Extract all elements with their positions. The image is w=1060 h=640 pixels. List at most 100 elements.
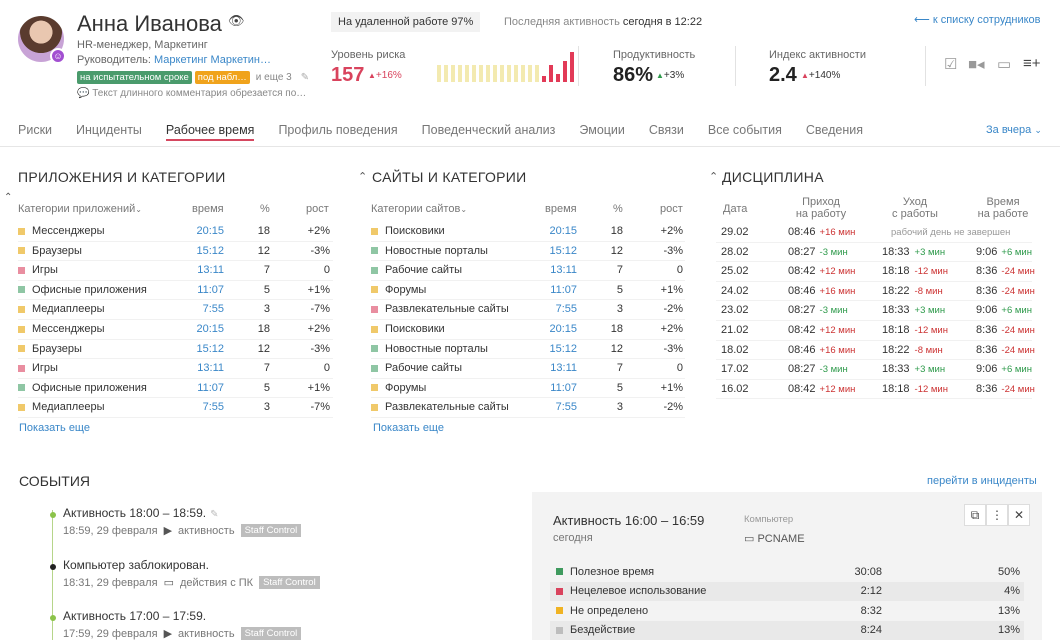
comment[interactable]: 💬 Текст длинного комментария обрезается … [77,88,306,99]
time-link[interactable]: 11:07 [550,381,577,394]
activity-index-delta-value: +140% [808,70,841,81]
table-row[interactable]: Мессенджеры 20:15 18 +2% [18,320,333,340]
edit-icon[interactable]: ✎ [210,509,219,520]
incidents-link[interactable]: перейти в инциденты [927,475,1037,487]
work-time-delta: -24 мин [1001,383,1035,395]
tab-6[interactable]: Связи [648,123,684,137]
disc-date: 16.02 [721,382,749,395]
time-link[interactable]: 11:07 [197,381,224,394]
table-row[interactable]: Игры 13:11 7 0 [18,261,333,281]
table-row[interactable]: Новостные порталы 15:12 12 -3% [371,340,685,360]
sites-col-category[interactable]: Категории сайтов⌄ [371,203,467,215]
tab-2[interactable]: Рабочее время [165,123,255,141]
event-title[interactable]: Активность 18:00 – 18:59. ✎ [63,506,218,520]
tab-7[interactable]: Все события [707,123,782,137]
sites-show-more[interactable]: Показать еще [373,422,444,434]
time-link[interactable]: 15:12 [196,342,224,355]
tab-4[interactable]: Поведенческий анализ [421,123,556,137]
percent: 12 [610,342,623,355]
collapse-icon[interactable]: ⌃ [4,192,13,203]
category-name: Мессенджеры [18,225,105,237]
category-name: Новостные порталы [371,343,488,355]
time-link[interactable]: 11:07 [197,283,224,296]
table-row[interactable]: Рабочие сайты 13:11 7 0 [371,261,685,281]
more-menu-button[interactable]: ⋮ [986,504,1008,526]
growth: +2% [660,225,683,237]
table-row[interactable]: Игры 13:11 7 0 [18,359,333,379]
table-row[interactable]: Развлекательные сайты 7:55 3 -2% [371,398,685,418]
apps-col-category[interactable]: Категории приложений⌄ [18,203,142,215]
category-name: Игры [18,362,58,374]
back-to-list-link[interactable]: ⟵ к списку сотрудников [914,13,1041,26]
time-link[interactable]: 20:15 [549,225,577,237]
close-button[interactable]: ✕ [1008,504,1030,526]
edit-icon[interactable]: ✎ [300,72,310,83]
manager-link[interactable]: Маркетинг Маркетин… [153,54,271,66]
tags-more-link[interactable]: и еще 3 [255,72,292,83]
checkbox-icon[interactable]: ☑ [944,56,958,73]
time-link[interactable]: 15:12 [549,342,577,355]
collapse-icon[interactable]: ⌃ [358,171,368,183]
table-row[interactable]: Поисковики 20:15 18 +2% [371,320,685,340]
time-link[interactable]: 15:12 [549,244,577,257]
time-link[interactable]: 20:15 [196,225,224,237]
category-color-swatch [556,568,563,576]
table-row[interactable]: Офисные приложения 11:07 5 +1% [18,379,333,399]
time-link[interactable]: 20:15 [549,323,577,335]
table-row[interactable]: Браузеры 15:12 12 -3% [18,340,333,360]
arrival-delta: +12 мин [819,266,856,278]
time-link[interactable]: 11:07 [550,283,577,296]
growth: -3% [310,342,330,355]
disc-arrival: 08:27 -3 мин [788,246,848,258]
open-external-button[interactable]: ⧉ [964,504,986,526]
table-row[interactable]: Медиаплееры 7:55 3 -7% [18,300,333,320]
breakdown-name: Нецелевое использование [570,585,707,598]
apps-show-more[interactable]: Показать еще [19,422,90,434]
table-row[interactable]: Поисковики 20:15 18 +2% [371,222,685,242]
tab-0[interactable]: Риски [18,123,53,137]
event-title[interactable]: Активность 17:00 – 17:59. [63,609,206,623]
time-link[interactable]: 7:55 [555,303,577,316]
activity-index-value: 2.4 [769,64,797,86]
employee-header: ☺ Анна Иванова 👁 HR-менеджер, Маркетинг … [0,0,1060,118]
table-row[interactable]: Развлекательные сайты 7:55 3 -2% [371,300,685,320]
collapse-icon[interactable]: ⌃ [709,171,719,183]
time-link[interactable]: 15:12 [196,244,224,257]
category-color-swatch [18,305,25,313]
time-link[interactable]: 13:11 [550,362,577,375]
table-row[interactable]: Рабочие сайты 13:11 7 0 [371,359,685,379]
table-row[interactable]: Офисные приложения 11:07 5 +1% [18,281,333,301]
breakdown-time: 2:12 [860,585,882,598]
tab-1[interactable]: Инциденты [76,123,142,137]
table-row[interactable]: Форумы 11:07 5 +1% [371,379,685,399]
departure-time: 18:18 [882,382,910,395]
tag-watch[interactable]: под набл… [194,71,250,84]
table-row[interactable]: Новостные порталы 15:12 12 -3% [371,242,685,262]
time-link[interactable]: 7:55 [202,401,224,414]
event-title[interactable]: Компьютер заблокирован. [63,558,209,572]
period-select[interactable]: За вчера ⌄ [986,124,1042,136]
disc-col-time-line1: Время [986,196,1020,208]
time-link[interactable]: 7:55 [202,303,224,316]
table-row[interactable]: Форумы 11:07 5 +1% [371,281,685,301]
time-link[interactable]: 7:55 [555,401,577,414]
table-row[interactable]: Медиаплееры 7:55 3 -7% [18,398,333,418]
time-link[interactable]: 13:11 [197,264,224,277]
tag-probation[interactable]: на испытательном сроке [77,71,192,84]
tab-3[interactable]: Профиль поведения [278,123,398,137]
percent: 3 [616,401,623,414]
time-link[interactable]: 20:15 [196,323,224,335]
monitor-icon[interactable]: ▭ [997,56,1012,73]
time-link[interactable]: 13:11 [197,362,224,375]
playlist-add-icon[interactable]: ≡+ [1023,55,1041,72]
time-link[interactable]: 13:11 [550,264,577,277]
video-icon[interactable]: ■◂ [968,56,985,73]
apps-col-growth: рост [306,203,329,215]
tab-5[interactable]: Эмоции [579,123,625,137]
eye-icon[interactable]: 👁 [228,13,245,28]
tab-8[interactable]: Сведения [805,123,863,137]
percent: 12 [257,342,270,355]
table-row[interactable]: Браузеры 15:12 12 -3% [18,242,333,262]
table-row[interactable]: Мессенджеры 20:15 18 +2% [18,222,333,242]
category-label: Поисковики [385,323,445,335]
